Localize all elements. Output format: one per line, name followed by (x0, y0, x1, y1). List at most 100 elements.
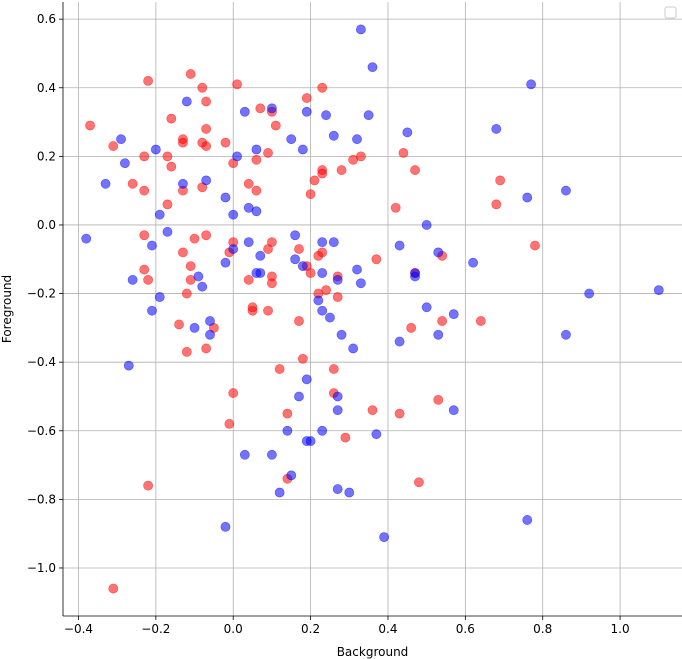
data-point-red (139, 264, 150, 275)
y-tick-label: 0.4 (37, 81, 56, 95)
data-point-red (414, 477, 424, 488)
data-point-red (317, 247, 328, 258)
data-point-red (166, 113, 177, 124)
data-point-blue (325, 312, 335, 323)
data-point-red (178, 247, 188, 258)
x-tick-label: 0.0 (224, 622, 243, 636)
data-point-blue (317, 425, 328, 436)
data-point-red (247, 302, 258, 313)
data-point-red (220, 137, 231, 148)
data-point-blue (205, 316, 215, 326)
data-point-blue (189, 322, 200, 333)
y-tick-label: 0.2 (37, 149, 56, 163)
data-point-red (143, 480, 154, 491)
data-point-red (297, 353, 308, 364)
data-point-red (437, 316, 448, 326)
data-point-blue (522, 192, 533, 203)
data-point-red (267, 237, 277, 248)
data-point-red (263, 148, 273, 158)
x-tick-label: 0.6 (456, 622, 475, 636)
data-point-red (139, 185, 150, 196)
data-point-red (139, 151, 150, 162)
data-point-red (201, 141, 212, 151)
data-point-red (491, 199, 502, 210)
data-point-red (398, 148, 409, 158)
y-axis-ticks: −1.0 −0.8 −0.6 −0.4 −0.2 0.0 0.2 0.4 0.6 (27, 12, 63, 575)
data-point-blue (352, 264, 362, 275)
data-point-blue (228, 209, 239, 220)
data-point-red (127, 178, 138, 189)
data-point-blue (421, 220, 432, 230)
data-point-blue (363, 110, 374, 121)
data-point-red (201, 96, 212, 107)
data-point-red (294, 316, 304, 326)
data-point-red (166, 161, 177, 172)
data-point-blue (410, 268, 420, 278)
data-point-red (224, 419, 235, 429)
data-point-blue (394, 336, 405, 347)
data-point-blue (147, 240, 157, 251)
data-point-blue (243, 202, 254, 213)
data-point-blue (313, 295, 324, 306)
data-point-blue (290, 254, 301, 265)
data-point-red (433, 394, 444, 405)
data-point-blue (255, 250, 266, 261)
y-tick-label: −0.2 (27, 287, 56, 301)
data-point-red (85, 120, 95, 131)
data-point-red (201, 230, 212, 241)
data-point-red (332, 292, 343, 302)
x-tick-label: −0.4 (64, 622, 93, 636)
data-point-blue (116, 134, 126, 145)
data-point-red (340, 432, 351, 443)
data-point-blue (255, 268, 266, 278)
data-point-blue (232, 151, 242, 162)
data-point-red (328, 364, 339, 374)
x-axis-ticks: −0.4 −0.2 0.0 0.2 0.4 0.6 0.8 1.0 (64, 616, 630, 636)
data-points (81, 24, 664, 594)
data-point-blue (491, 124, 502, 134)
data-point-blue (394, 240, 405, 251)
gridlines (63, 2, 682, 616)
data-point-red (305, 189, 316, 199)
axes-frame (62, 2, 682, 617)
data-point-blue (123, 360, 134, 371)
data-point-blue (243, 237, 254, 248)
data-point-blue (181, 96, 192, 107)
data-point-red (317, 82, 328, 93)
data-point-red (174, 319, 184, 330)
data-point-red (371, 254, 382, 265)
data-point-red (197, 82, 208, 93)
data-point-red (251, 185, 262, 196)
data-point-red (178, 137, 188, 148)
data-point-blue (297, 144, 308, 155)
data-point-blue (127, 274, 138, 285)
data-point-blue (120, 158, 130, 169)
data-point-blue (526, 79, 537, 90)
data-point-red (162, 151, 173, 162)
data-point-red (255, 103, 266, 114)
data-point-blue (220, 257, 231, 268)
x-axis-label: Background (337, 645, 409, 659)
data-point-blue (147, 305, 157, 316)
data-point-blue (371, 429, 382, 440)
x-tick-label: 1.0 (611, 622, 630, 636)
data-point-blue (344, 487, 355, 498)
data-point-blue (379, 532, 390, 543)
data-point-red (406, 322, 417, 333)
data-point-blue (228, 244, 239, 254)
data-point-red (274, 364, 285, 374)
x-tick-label: 0.8 (533, 622, 552, 636)
data-point-red (185, 261, 196, 272)
data-point-blue (305, 436, 316, 446)
data-point-blue (448, 405, 459, 416)
y-tick-label: 0.6 (37, 12, 56, 26)
y-axis-label: Foreground (0, 275, 14, 343)
data-point-red (162, 199, 173, 210)
data-point-blue (433, 247, 444, 258)
data-point-blue (154, 209, 165, 220)
data-point-blue (332, 391, 343, 402)
y-tick-label: −1.0 (27, 561, 56, 575)
data-point-blue (274, 487, 285, 498)
data-point-red (243, 274, 254, 285)
